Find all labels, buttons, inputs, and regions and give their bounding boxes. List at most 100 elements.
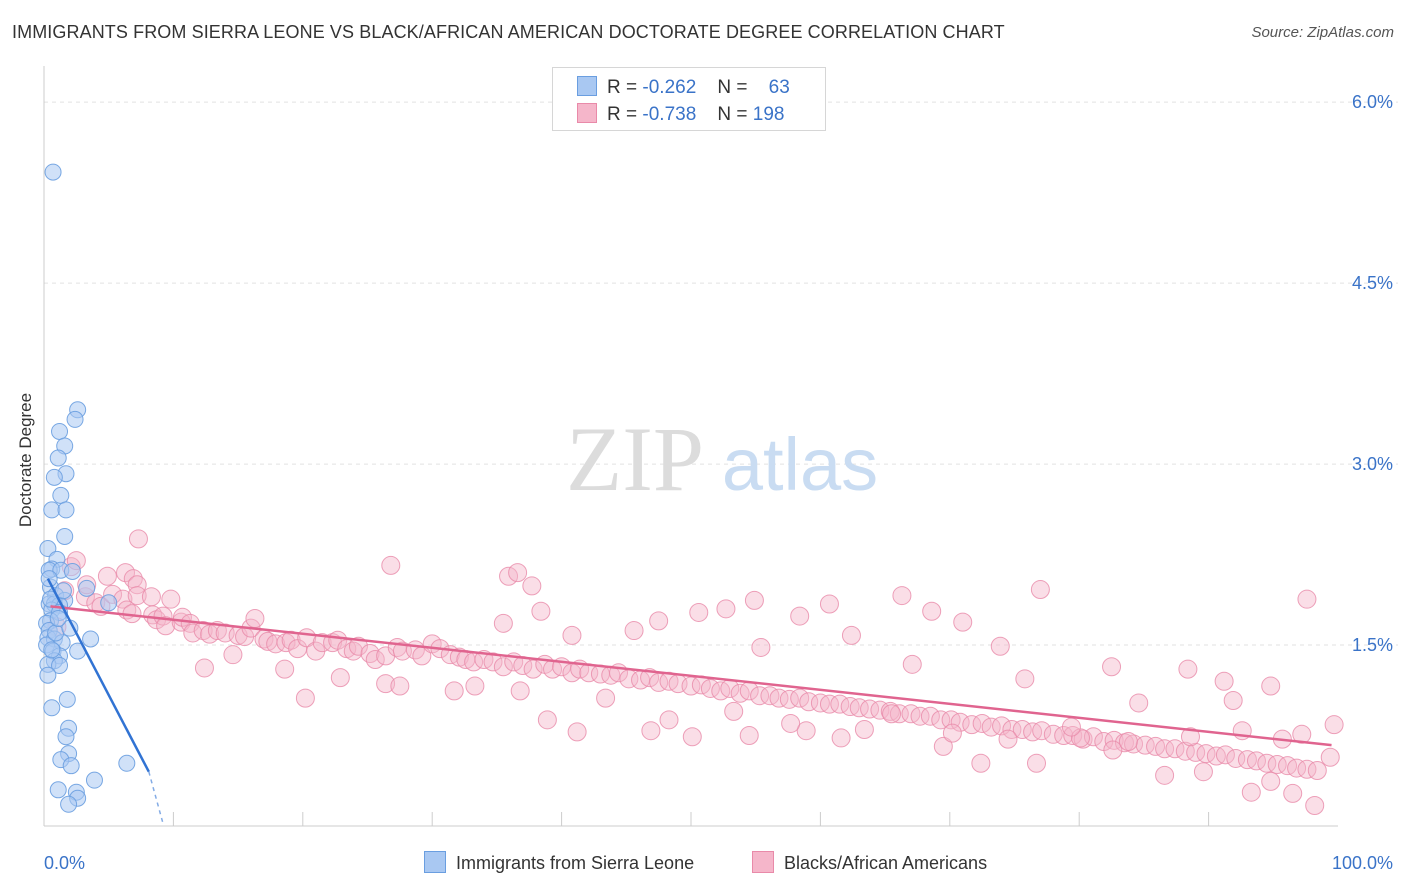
pink-point (116, 563, 136, 583)
blue-point (118, 754, 136, 772)
pink-point (922, 601, 942, 621)
blue-point (43, 699, 61, 717)
pink-point (1043, 724, 1063, 744)
pink-point (659, 710, 679, 730)
pink-point (1287, 758, 1307, 778)
axes (43, 66, 1338, 827)
pink-point (390, 676, 410, 696)
chart-title: IMMIGRANTS FROM SIERRA LEONE VS BLACK/AF… (12, 22, 1005, 42)
pink-series-points (47, 529, 1344, 815)
pink-point (1267, 754, 1287, 774)
pink-point (1118, 732, 1138, 752)
blue-point (82, 630, 100, 648)
pink-point (193, 621, 213, 641)
legend-item-sierra-leone[interactable]: Immigrants from Sierra Leone (424, 851, 694, 874)
pink-point (750, 686, 770, 706)
pink-point (194, 658, 214, 678)
pink-point (141, 587, 161, 607)
pink-point (769, 688, 789, 708)
r-label: R = (607, 104, 638, 125)
pink-point (522, 576, 542, 596)
pink-point (365, 650, 385, 670)
pink-point (330, 668, 350, 688)
pink-point (1257, 753, 1277, 773)
y-tick-label: 6.0% (1352, 92, 1393, 112)
blue-point (66, 410, 84, 428)
stats-legend: R = -0.262 N = 63 R = -0.738 N = 198 (552, 67, 826, 131)
pink-point (127, 586, 147, 606)
pink-point (510, 681, 530, 701)
n-value-2: 198 (752, 104, 785, 125)
blue-swatch (577, 76, 597, 96)
watermark-atlas: atlas (722, 423, 878, 506)
stats-legend-row-1: R = -0.262 N = 63 (577, 76, 790, 100)
pink-point (537, 710, 557, 730)
pink-point (950, 712, 970, 732)
blue-point (60, 795, 78, 813)
pink-point (942, 723, 962, 743)
blue-point (100, 594, 118, 612)
y-tick-label: 1.5% (1352, 635, 1393, 655)
pink-point (624, 621, 644, 641)
pink-swatch (577, 103, 597, 123)
pink-point (854, 719, 874, 739)
blue-point (78, 579, 96, 597)
pink-point (1178, 659, 1198, 679)
pink-point (920, 706, 940, 726)
blue-point (49, 609, 67, 627)
pink-point (1175, 741, 1195, 761)
blue-legend-swatch (424, 851, 446, 873)
pink-point (990, 636, 1010, 656)
pink-point (882, 704, 902, 724)
pink-point (931, 710, 951, 730)
pink-point (781, 713, 801, 733)
pink-point (889, 704, 909, 724)
pink-point (295, 688, 315, 708)
pink-point (1032, 721, 1052, 741)
x-tick-label-min: 0.0% (44, 853, 85, 873)
r-label: R = (607, 77, 638, 98)
pink-point (682, 727, 702, 747)
pink-point (1283, 783, 1303, 803)
blue-point (85, 771, 103, 789)
pink-point (870, 700, 890, 720)
n-label: N = (717, 77, 748, 98)
stats-legend-row-2: R = -0.738 N = 198 (577, 103, 784, 127)
pink-point (902, 654, 922, 674)
pink-point (892, 586, 912, 606)
pink-point (1026, 753, 1046, 773)
legend-item-black-african-american[interactable]: Blacks/African Americans (752, 851, 987, 874)
pink-point (376, 674, 396, 694)
blue-point (57, 728, 75, 746)
pink-point (276, 633, 296, 653)
legend-label-sierra-leone: Immigrants from Sierra Leone (456, 853, 695, 873)
pink-point (266, 634, 286, 654)
blue-point (57, 501, 75, 519)
r-value-2: -0.738 (642, 104, 697, 125)
pink-trend-line (50, 605, 1332, 747)
pink-point (127, 575, 147, 595)
pink-point (641, 721, 661, 741)
pink-point (223, 645, 243, 665)
blue-point (49, 781, 67, 799)
source-label: Source: ZipAtlas.com (1251, 24, 1394, 41)
blue-trend-line (46, 578, 150, 773)
watermark-zip: ZIP (566, 408, 704, 510)
pink-point (819, 594, 839, 614)
pink-point (796, 721, 816, 741)
pink-point (739, 726, 759, 746)
n-value-1: 63 (768, 77, 790, 98)
tick-labels: 1.5% 3.0% 4.5% 6.0% 0.0% 100.0% (44, 92, 1393, 873)
n-label: N = (717, 104, 748, 125)
pink-point (933, 736, 953, 756)
pink-point (1002, 719, 1022, 739)
pink-point (860, 699, 880, 719)
pink-point (1324, 715, 1344, 735)
blue-point (51, 657, 69, 675)
pink-point (493, 657, 513, 677)
pink-point (1180, 727, 1200, 747)
trend-lines (46, 578, 1332, 824)
blue-point (43, 641, 61, 659)
pink-point (971, 753, 991, 773)
